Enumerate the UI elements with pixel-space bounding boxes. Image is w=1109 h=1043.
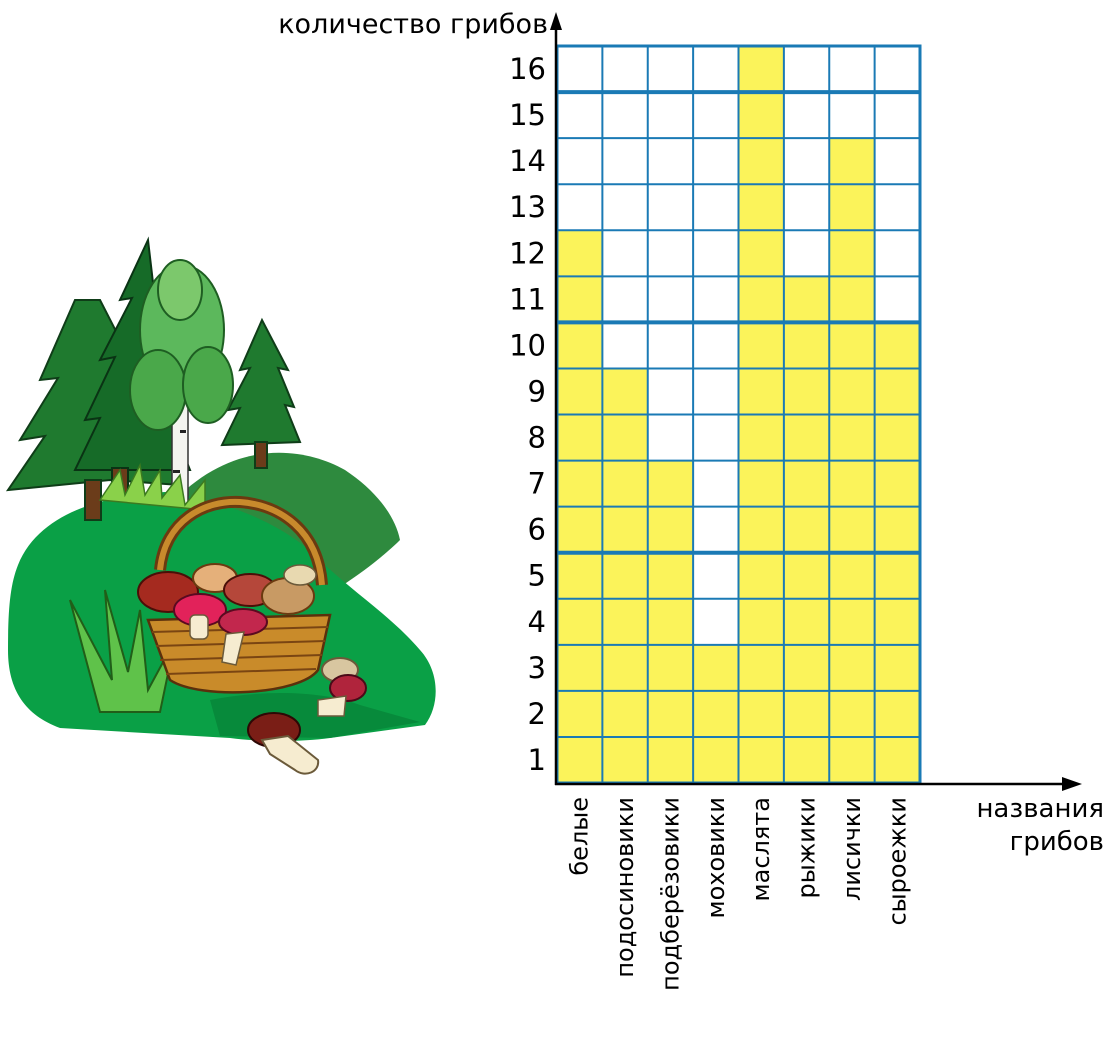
category-label: рыжики — [793, 797, 821, 899]
y-tick-label: 10 — [509, 328, 546, 362]
mushroom-icon — [137, 563, 317, 666]
y-tick-label: 11 — [509, 282, 546, 316]
x-axis-title-line-1: названия — [976, 794, 1104, 824]
y-tick-label: 16 — [509, 52, 546, 86]
y-tick-label: 5 — [528, 559, 546, 593]
axes-layer — [550, 12, 1082, 791]
y-tick-label: 15 — [509, 98, 546, 132]
spruce-tree-icon — [220, 317, 302, 469]
y-tick-label: 1 — [528, 743, 546, 777]
y-tick-label: 9 — [528, 374, 546, 408]
y-tick-label: 14 — [509, 144, 546, 178]
y-axis-arrow-icon — [550, 12, 562, 30]
bar-4 — [693, 644, 739, 783]
y-tick-label: 3 — [528, 651, 546, 685]
mushroom-icon — [317, 657, 367, 717]
category-labels: белые подосиновики подберёзовики моховики ма… — [566, 797, 912, 991]
grass-icon — [98, 462, 206, 511]
y-tick-label: 8 — [528, 421, 546, 455]
mushroom-icon — [247, 712, 320, 775]
y-tick-label: 2 — [528, 697, 546, 731]
forest-illustration — [5, 236, 436, 775]
category-label: маслята — [747, 797, 775, 901]
y-tick-label: 7 — [528, 467, 546, 501]
y-tick-label: 12 — [509, 236, 546, 270]
y-tick-label: 4 — [528, 605, 546, 639]
y-axis-title: количество грибов — [278, 9, 548, 40]
category-label: подберёзовики — [656, 797, 684, 991]
category-label: белые — [566, 797, 594, 876]
bar-6 — [783, 276, 830, 783]
bar-2 — [602, 368, 648, 783]
x-axis-title-line-2: грибов — [1010, 827, 1104, 857]
category-label: лисички — [838, 797, 866, 901]
y-tick-label: 13 — [509, 190, 546, 224]
category-label: моховики — [702, 797, 730, 919]
bar-3 — [647, 460, 694, 783]
y-tick-label: 6 — [528, 513, 546, 547]
category-label: сыроежки — [883, 797, 911, 926]
x-axis-arrow-icon — [1062, 777, 1082, 791]
birch-tree-icon — [129, 259, 234, 506]
category-label: подосиновики — [611, 797, 639, 978]
